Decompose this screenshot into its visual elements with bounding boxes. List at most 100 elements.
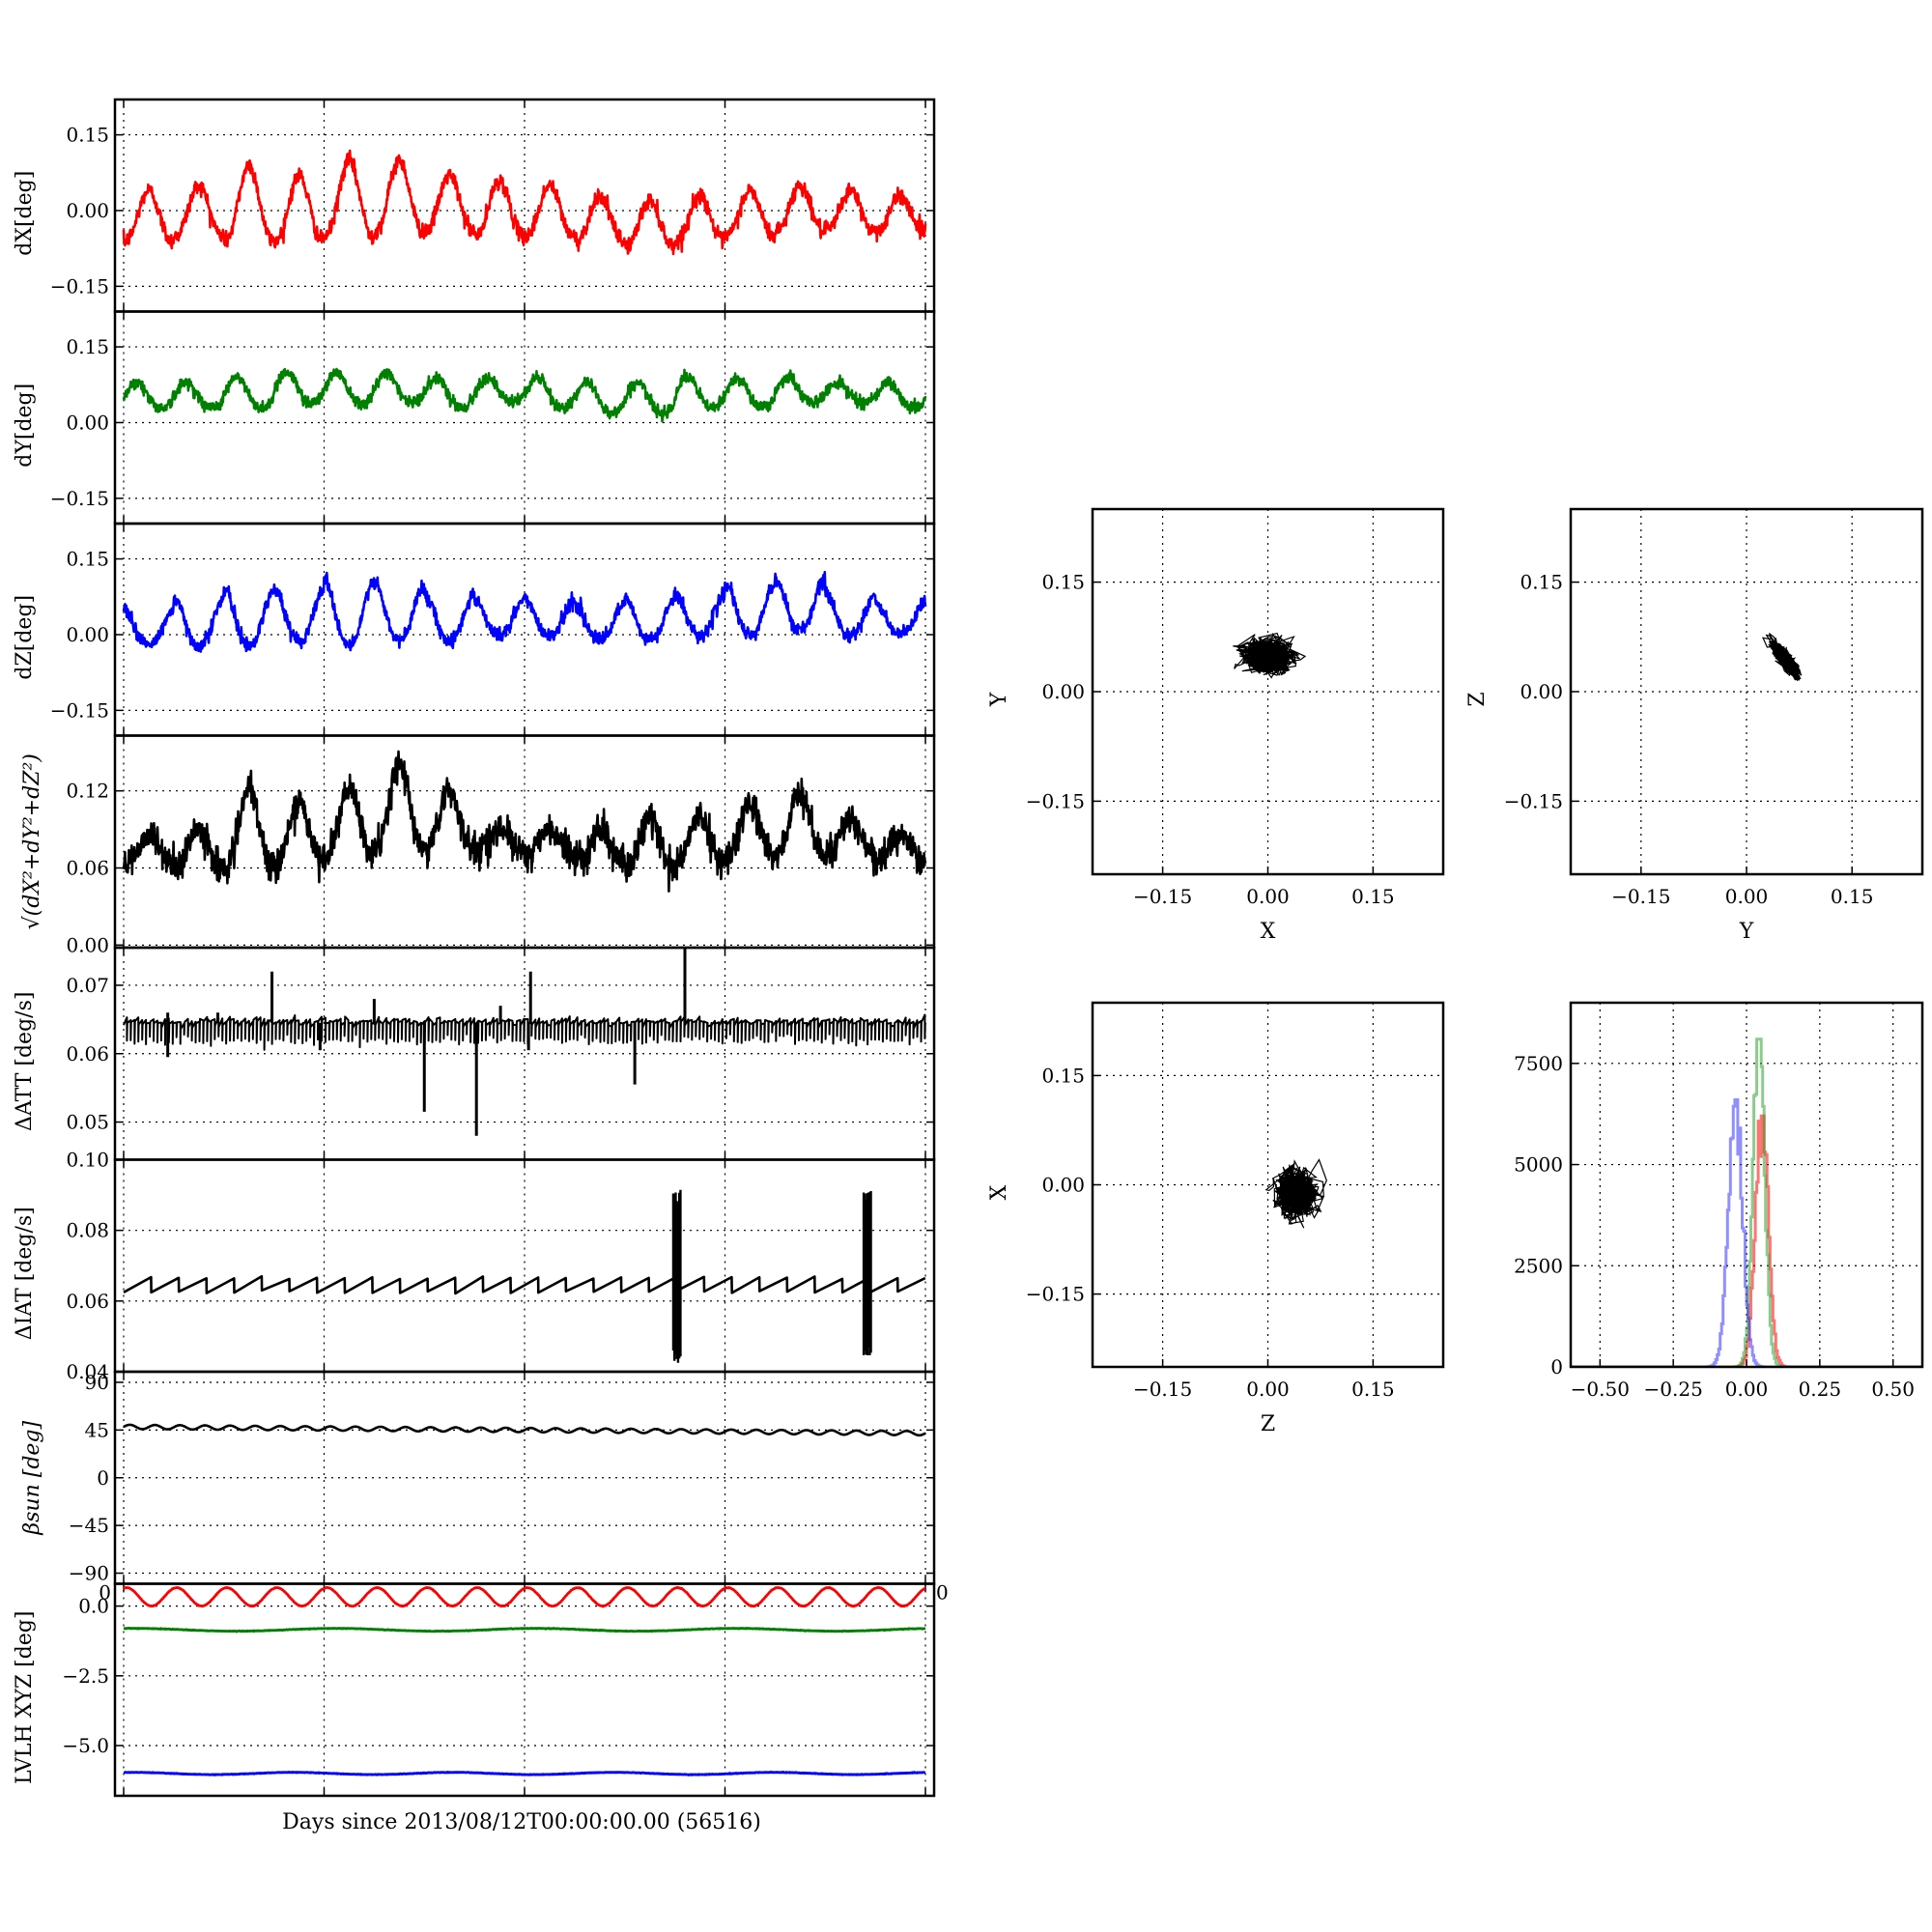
ytick-label-xy-0: 0.15 [1041,571,1085,594]
ytick-label-diat-3: 0.04 [66,1360,109,1383]
xlabel-zx: Z [1261,1412,1275,1436]
ytick-label-beta-1: 45 [85,1418,109,1441]
ytick-label-dY-0: 0.15 [66,335,109,358]
ytick-label-dX-0: 0.15 [66,124,109,147]
ylabel-beta: βsun [deg] [20,1420,44,1535]
ytick-label-diat-0: 0.10 [66,1149,109,1172]
stack-xlabel: Days since 2013/08/12T00:00:00.00 (56516… [282,1810,761,1834]
ytick-label-zx-0: 0.15 [1041,1064,1085,1087]
ytick-label-dY-1: 0.00 [66,411,109,434]
panel-dY: 0.15 0.00 −0.15 dY[deg] [13,310,936,526]
ytick-label-xy-2: −0.15 [1026,789,1085,812]
ylabel-zx: X [987,1184,1011,1200]
xtick-label-zx-2: 0.15 [1351,1378,1395,1401]
ytick-label-dX-1: 0.00 [66,199,109,222]
frame-zx [1091,1001,1445,1369]
panel-diat: 0.10 0.08 0.06 0.04 ΔIAT [deg/s] [13,1149,936,1383]
ylabel-text-beta: βsun [deg] [20,1420,44,1535]
ylabel-dY: dY[deg] [13,384,37,468]
stray-tick-left: 0 [99,1581,111,1605]
scatter-yz: −0.15 0.00 0.15 0.15 0.00 −0.15 Y Z [1465,507,1924,944]
data-norm [122,750,927,893]
series-line-dZ [122,570,927,653]
ylabel-datt: ΔATT [deg/s] [13,992,37,1131]
series-line-lvlh-Y [123,1627,926,1634]
frame-dY [113,310,936,526]
timeseries-stack: 0.150.00−0.15dX[deg]0.150.00−0.15dY[deg]… [13,98,949,1798]
ytick-label-zx-1: 0.00 [1041,1174,1085,1197]
ytick-label-norm-2: 0.00 [66,933,109,956]
histogram-panel: −0.50 −0.25 0.00 0.25 0.50 7500 5000 2500 0 [1514,1001,1924,1401]
ytick-label-datt-0: 0.07 [66,974,109,997]
hist-ytick-label-3: 0 [1550,1355,1563,1378]
ytick-label-beta-2: 0 [97,1466,109,1490]
series-line-dY [122,367,927,423]
data-dY [122,367,927,423]
ylabel-lvlh: LVLH XYZ [deg] [13,1611,37,1785]
ytick-label-dY-2: −0.15 [50,487,109,510]
ylabel-yz: Z [1465,692,1490,706]
scatter-trace-xy [1233,632,1307,679]
xtick-label-yz-0: −0.15 [1611,885,1670,908]
ytick-label-beta-0: 90 [85,1371,109,1394]
hist-xtick-label-0: −0.50 [1571,1378,1630,1401]
panel-datt: 0.07 0.06 0.05 ΔATT [deg/s] [13,946,936,1161]
frame-yz [1569,507,1924,876]
ylabel-dZ: dZ[deg] [13,595,37,680]
xtick-label-zx-1: 0.00 [1246,1378,1290,1401]
frame-diat [113,1158,936,1374]
hist-xtick-label-3: 0.25 [1799,1378,1842,1401]
data-beta [123,1423,926,1437]
data-dX [122,149,927,256]
ytick-label-yz-2: −0.15 [1504,789,1563,812]
scatter-xy: −0.15 0.00 0.15 0.15 0.00 −0.15 X Y [987,507,1445,944]
ylabel-dX: dX[deg] [13,171,37,256]
hist-ytick-label-1: 5000 [1514,1153,1563,1177]
xtick-label-yz-1: 0.00 [1725,885,1769,908]
frame-xy [1091,507,1445,876]
series-line-lvlh-X [123,1585,926,1608]
ytick-label-lvlh-2: −5.0 [62,1734,109,1757]
ytick-label-yz-0: 0.15 [1520,571,1563,594]
series-line-lvlh-Z [123,1770,926,1776]
panel-norm: 0.12 0.06 0.00 √(dX²+dY²+dZ²) [20,734,936,956]
hist-step-dY [1571,1037,1922,1367]
ylabel-norm: √(dX²+dY²+dZ²) [20,753,44,929]
data-diat [123,1189,926,1363]
ytick-label-norm-0: 0.12 [66,780,109,803]
frame-hist [1569,1001,1924,1369]
ytick-label-lvlh-0: 0.0 [78,1595,109,1618]
stray-tick-right: 0 [936,1581,949,1605]
hist-ytick-label-2: 2500 [1514,1254,1563,1277]
ytick-label-datt-2: 0.05 [66,1111,109,1134]
hist-step-dX [1571,1114,1922,1367]
ytick-label-dZ-1: 0.00 [66,623,109,646]
ylabel-text-norm: √(dX²+dY²+dZ²) [20,753,44,929]
data-datt [123,948,926,1136]
hist-ytick-label-0: 7500 [1514,1052,1563,1075]
hist-step-dZ [1571,1098,1922,1367]
hist-xtick-label-1: −0.25 [1644,1378,1703,1401]
ytick-label-yz-1: 0.00 [1520,680,1563,703]
ylabel-xy: Y [987,692,1011,707]
ytick-label-lvlh-1: −2.5 [62,1664,109,1688]
scatter-trace-zx [1264,1158,1327,1229]
ytick-label-xy-1: 0.00 [1041,680,1085,703]
scatter-zx: −0.15 0.00 0.15 0.15 0.00 −0.15 Z X [987,1001,1445,1436]
ytick-label-diat-2: 0.06 [66,1290,109,1313]
ytick-label-dX-2: −0.15 [50,274,109,298]
panel-lvlh: 0.0 −2.5 −5.0 0 0 LVLH XYZ [deg] [13,1581,949,1798]
xtick-label-xy-1: 0.00 [1246,885,1290,908]
ytick-label-datt-1: 0.06 [66,1042,109,1065]
hist-xtick-label-4: 0.50 [1871,1378,1915,1401]
ytick-label-dZ-0: 0.15 [66,548,109,571]
scatter-panels: −0.15 0.00 0.15 0.15 0.00 −0.15 X Y −0.15 0.00 0.1… [987,507,1924,1436]
data-lvlh [123,1585,926,1776]
xlabel-xy: X [1261,920,1276,944]
scatter-trace-yz [1761,632,1803,682]
series-line-datt [123,1013,926,1051]
series-line-dX [122,149,927,256]
panel-dX: 0.15 0.00 −0.15 dX[deg] [13,98,936,313]
series-line-diat [123,1275,926,1295]
